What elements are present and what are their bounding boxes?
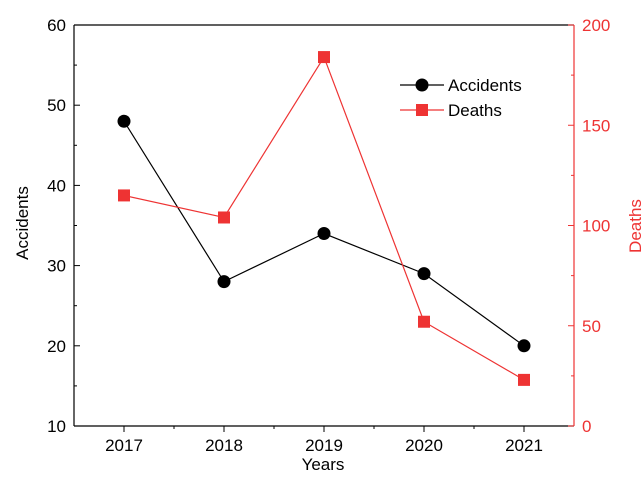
accidents-data-point: [517, 339, 531, 353]
right-y-tick-label: 100: [582, 217, 610, 236]
left-y-tick-label: 40: [47, 176, 66, 195]
x-tick-label: 2021: [505, 436, 543, 455]
right-y-tick-label: 150: [582, 116, 610, 135]
x-tick-label: 2017: [105, 436, 143, 455]
x-tick-label: 2019: [305, 436, 343, 455]
right-y-axis-title: Deaths: [626, 199, 643, 253]
left-y-axis: 10 20 30 40 50 60: [47, 16, 80, 436]
accidents-data-point: [117, 114, 131, 128]
right-y-tick-label: 0: [582, 417, 591, 436]
accidents-data-point: [217, 275, 231, 289]
series-layer: [117, 51, 531, 386]
legend-accidents-marker: [415, 78, 429, 92]
x-axis: 2017 2018 2019 2020 2021: [105, 426, 543, 455]
left-y-axis-title: Accidents: [13, 186, 32, 260]
accidents-data-point: [317, 227, 331, 241]
x-tick-label: 2020: [405, 436, 443, 455]
right-y-tick-label: 50: [582, 317, 601, 336]
left-y-tick-label: 60: [47, 16, 66, 35]
right-y-tick-label: 200: [582, 16, 610, 35]
legend: Accidents Deaths: [400, 76, 522, 120]
x-tick-label: 2018: [205, 436, 243, 455]
legend-accidents-label: Accidents: [448, 76, 522, 95]
right-y-axis: 0 50 100 150 200: [568, 16, 610, 436]
deaths-data-point: [218, 211, 230, 224]
left-y-tick-label: 20: [47, 337, 66, 356]
left-y-tick-label: 30: [47, 257, 66, 276]
accidents-data-point: [417, 267, 431, 281]
legend-deaths-marker: [416, 104, 428, 116]
left-y-tick-label: 10: [47, 417, 66, 436]
deaths-data-point: [518, 373, 530, 386]
deaths-data-point: [418, 315, 430, 328]
x-axis-title: Years: [302, 455, 345, 474]
deaths-data-point: [318, 51, 330, 64]
legend-deaths-label: Deaths: [448, 101, 502, 120]
deaths-data-point: [118, 189, 130, 202]
left-y-tick-label: 50: [47, 96, 66, 115]
